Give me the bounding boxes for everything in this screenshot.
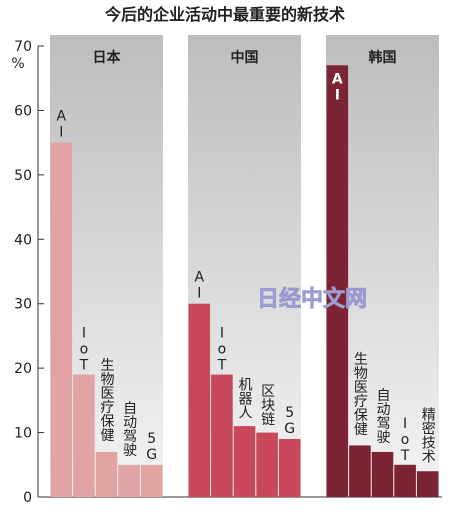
bar-label: 自动驾驶 xyxy=(375,388,391,444)
panel-title: 日本 xyxy=(93,49,122,66)
bar xyxy=(256,432,278,497)
y-tick-label: 30 xyxy=(14,297,32,313)
bar-label: 自动驾驶 xyxy=(121,401,137,457)
bar xyxy=(118,464,140,497)
bar-label: IoT xyxy=(397,416,413,464)
bar xyxy=(326,65,349,497)
bar xyxy=(416,471,439,497)
y-tick-label: 50 xyxy=(14,168,32,184)
y-tick-label: 0 xyxy=(23,490,32,506)
y-tick-label: 60 xyxy=(14,103,32,119)
watermark: 日经中文网 xyxy=(257,286,367,312)
bar xyxy=(73,374,95,497)
bar-label: 5G xyxy=(282,405,298,437)
bar-label: 机器人 xyxy=(237,377,253,419)
bar-label: AI xyxy=(191,270,207,302)
y-unit: % xyxy=(11,56,24,72)
bar-label: AI xyxy=(329,71,345,103)
y-tick-label: 40 xyxy=(14,232,32,248)
panel-title: 中国 xyxy=(231,49,259,66)
bar-label: IoT xyxy=(76,326,92,374)
bar xyxy=(349,445,371,497)
y-tick-label: 10 xyxy=(14,426,32,442)
chart-title: 今后的企业活动中最重要的新技术 xyxy=(104,5,345,24)
bar xyxy=(394,464,416,497)
bar-label: AI xyxy=(53,109,69,141)
bar-label: 生物医疗保健 xyxy=(99,358,115,443)
bar-label: 精密技术 xyxy=(420,407,436,463)
bar xyxy=(50,142,73,497)
bar xyxy=(278,439,301,497)
bar xyxy=(188,303,211,497)
bar-label: IoT xyxy=(214,326,230,374)
y-tick-label: 20 xyxy=(14,361,32,377)
bar xyxy=(233,426,256,497)
y-tick-label: 70 xyxy=(14,39,32,55)
bar-label: 5G xyxy=(144,431,160,463)
bar-label: 生物医疗保健 xyxy=(352,351,368,436)
bar-label: 区块链 xyxy=(259,384,275,427)
bar xyxy=(95,451,118,497)
bar xyxy=(140,464,163,497)
panel-title: 韩国 xyxy=(369,49,397,66)
bar xyxy=(371,451,394,497)
bar xyxy=(211,374,233,497)
